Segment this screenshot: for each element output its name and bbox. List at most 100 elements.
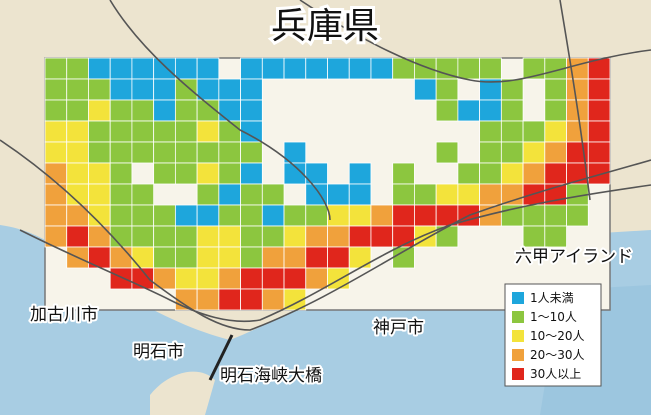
mesh-cell (88, 225, 111, 248)
mesh-cell (174, 246, 198, 269)
mesh-cell (174, 57, 198, 80)
mesh-cell (348, 57, 372, 80)
mesh-cell (240, 141, 263, 164)
legend-swatch (512, 292, 524, 304)
mesh-cell (544, 162, 567, 185)
mesh-cell (587, 78, 611, 101)
mesh-cell (544, 141, 567, 164)
mesh-cell (218, 225, 241, 248)
mesh-cell (370, 57, 394, 80)
mesh-cell (283, 204, 307, 227)
mesh-cell (218, 162, 241, 185)
legend-swatch (512, 349, 524, 361)
mesh-cell (131, 141, 155, 164)
mesh-cell (435, 183, 459, 206)
mesh-cell (153, 57, 176, 80)
legend-label: 30人以上 (530, 367, 581, 381)
mesh-cell (414, 204, 437, 227)
mesh-cell (479, 99, 502, 122)
mesh-cell (457, 183, 481, 206)
mesh-cell (457, 57, 481, 80)
mesh-cell (348, 225, 372, 248)
mesh-cell (327, 267, 350, 290)
island (150, 371, 215, 415)
mesh-cell (479, 141, 502, 164)
mesh-cell (283, 225, 307, 248)
mesh-cell (305, 246, 328, 269)
mesh-cell (153, 141, 176, 164)
mesh-cell (44, 120, 68, 143)
mesh-cell (88, 99, 111, 122)
mesh-cell (44, 141, 68, 164)
mesh-cell (196, 288, 220, 311)
mesh-cell (240, 246, 263, 269)
mesh-cell (174, 99, 198, 122)
mesh-cell (240, 78, 263, 101)
mesh-cell (587, 141, 611, 164)
mesh-cell (500, 99, 524, 122)
mesh-cell (109, 120, 133, 143)
mesh-cell (218, 99, 241, 122)
mesh-cell (109, 204, 133, 227)
mesh-cell (305, 225, 328, 248)
mesh-cell (327, 246, 350, 269)
mesh-cell (131, 57, 155, 80)
mesh-cell (544, 99, 567, 122)
mesh-cell (240, 162, 263, 185)
mesh-cell (88, 141, 111, 164)
mesh-cell (196, 162, 220, 185)
mesh-grid (44, 57, 611, 311)
mesh-cell (196, 183, 220, 206)
mesh-cell (348, 246, 372, 269)
mesh-cell (544, 225, 567, 248)
mesh-cell (240, 99, 263, 122)
mesh-cell (131, 120, 155, 143)
mesh-cell (218, 246, 241, 269)
mesh-cell (131, 246, 155, 269)
mesh-cell (240, 225, 263, 248)
mesh-cell (348, 204, 372, 227)
mesh-cell (392, 246, 415, 269)
mesh-cell (196, 225, 220, 248)
mesh-cell (109, 99, 133, 122)
mesh-cell (88, 78, 111, 101)
mesh-cell (566, 204, 589, 227)
mesh-cell (88, 183, 111, 206)
mesh-cell (66, 78, 89, 101)
mesh-cell (392, 162, 415, 185)
mesh-cell (435, 141, 459, 164)
mesh-cell (44, 78, 68, 101)
mesh-cell (153, 162, 176, 185)
mesh-cell (196, 57, 220, 80)
mesh-cell (109, 162, 133, 185)
mesh-cell (500, 183, 524, 206)
mesh-cell (218, 267, 241, 290)
mesh-cell (131, 204, 155, 227)
mesh-cell (109, 246, 133, 269)
mesh-cell (44, 162, 68, 185)
mesh-cell (414, 57, 437, 80)
legend-label: 20〜30人 (530, 348, 585, 362)
mesh-cell (435, 78, 459, 101)
mesh-cell (261, 183, 285, 206)
place-label: 六甲アイランド (515, 247, 633, 267)
mesh-cell (370, 204, 394, 227)
mesh-cell (153, 225, 176, 248)
mesh-cell (174, 204, 198, 227)
mesh-cell (66, 57, 89, 80)
place-label: 明石海峡大橋 (220, 366, 322, 386)
mesh-cell (261, 57, 285, 80)
mesh-cell (261, 204, 285, 227)
mesh-cell (544, 204, 567, 227)
mesh-cell (348, 183, 372, 206)
legend-label: 10〜20人 (530, 329, 585, 343)
mesh-cell (153, 120, 176, 143)
mesh-cell (153, 204, 176, 227)
mesh-cell (174, 225, 198, 248)
mesh-cell (435, 99, 459, 122)
legend-items: 1人未満 1〜10人 10〜20人 20〜30人 30人以上 (512, 291, 585, 381)
mesh-cell (479, 120, 502, 143)
mesh-cell (109, 78, 133, 101)
